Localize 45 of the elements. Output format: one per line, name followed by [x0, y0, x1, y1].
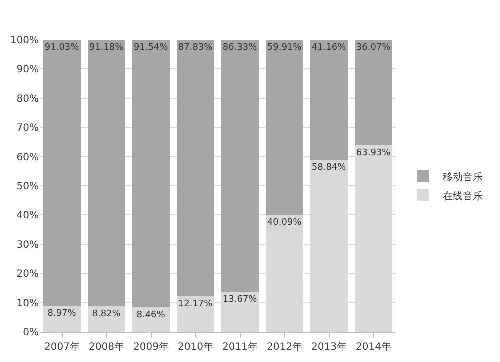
y-tick-label: 20% [16, 269, 39, 280]
bar [310, 40, 348, 160]
y-tick-label: 70% [16, 123, 39, 134]
x-tick-label: 2013年 [312, 341, 347, 353]
data-label: 91.18% [89, 43, 124, 53]
data-label: 13.67% [222, 295, 258, 306]
bar [266, 40, 304, 215]
y-tick-label: 100% [10, 36, 39, 46]
data-label: 40.09% [267, 218, 302, 228]
data-label: 59.91% [267, 43, 302, 53]
y-tick-label: 50% [16, 182, 39, 192]
y-tick-label: 40% [16, 210, 39, 222]
data-label: 87.83% [178, 43, 214, 53]
data-label: 91.03% [44, 43, 80, 53]
data-label: 8.82% [92, 309, 122, 320]
legend-label: 在线音乐 [443, 190, 484, 202]
x-tick-label: 2014年 [356, 341, 392, 353]
data-label: 12.17% [178, 299, 214, 310]
data-label: 41.16% [312, 43, 347, 53]
x-tick-label: 2012年 [267, 341, 302, 353]
legend-label: 移动音乐 [443, 171, 484, 184]
y-tick-label: 80% [16, 94, 39, 105]
y-tick-label: 60% [16, 152, 39, 164]
y-tick-label: 0% [23, 328, 39, 338]
data-label: 86.33% [222, 43, 258, 53]
bar [88, 40, 126, 306]
y-tick-label: 10% [16, 298, 39, 310]
data-label: 36.07% [356, 43, 392, 53]
x-tick-label: 2011年 [222, 341, 258, 353]
data-label: 58.84% [312, 163, 347, 174]
y-tick-label: 90% [16, 64, 39, 76]
x-tick-label: 2007年 [44, 341, 80, 353]
data-label: 8.97% [48, 308, 77, 319]
data-label: 8.46% [136, 310, 166, 320]
bar [43, 40, 82, 306]
bar [132, 40, 170, 308]
y-tick-label: 30% [16, 240, 39, 251]
x-tick-label: 2010年 [178, 341, 214, 353]
data-label: 91.54% [134, 43, 169, 53]
bar [354, 40, 393, 146]
data-label: 63.93% [356, 148, 392, 158]
x-tick-label: 2009年 [134, 341, 169, 353]
bar [221, 40, 260, 292]
bar [176, 40, 215, 296]
x-tick-label: 2008年 [89, 341, 124, 353]
